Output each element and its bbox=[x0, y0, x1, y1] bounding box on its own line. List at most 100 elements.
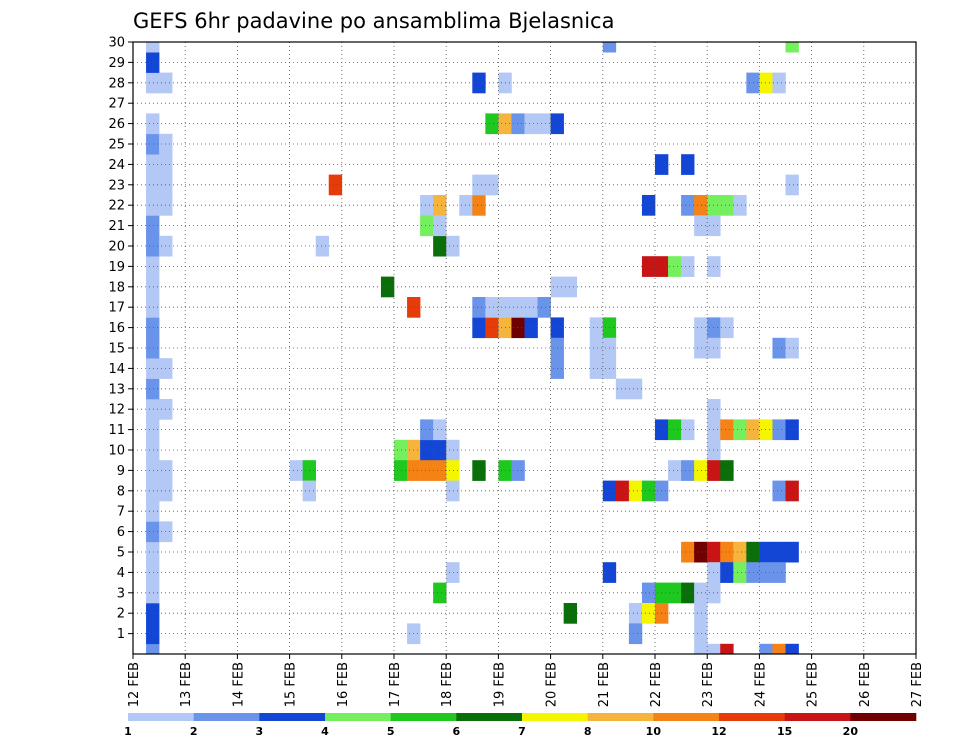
heatmap-cell bbox=[420, 195, 434, 216]
heatmap-cell bbox=[146, 72, 160, 94]
heatmap-cell bbox=[759, 643, 773, 655]
heatmap-cell bbox=[720, 541, 734, 563]
heatmap-cell bbox=[446, 460, 460, 481]
heatmap-cell bbox=[146, 52, 160, 73]
x-axis-ticks: 12 FEB 13 FEB 14 FEB 15 FEB 16 FEB 17 FEB 18 F… bbox=[127, 654, 925, 707]
heatmap-cell bbox=[433, 439, 447, 461]
heatmap-cell bbox=[433, 235, 447, 257]
heatmap-cell bbox=[628, 623, 643, 645]
heatmap-cell bbox=[524, 113, 538, 135]
heatmap-cell bbox=[694, 195, 708, 216]
heatmap-cell bbox=[681, 195, 695, 216]
y-tick-label: 5 bbox=[117, 546, 125, 561]
heatmap-cell bbox=[146, 113, 160, 135]
heatmap-cell bbox=[146, 582, 160, 604]
heatmap-cell bbox=[615, 480, 630, 502]
heatmap-cell bbox=[694, 603, 708, 624]
heatmap-cell bbox=[420, 460, 434, 481]
x-tick-label: 26 FEB bbox=[858, 662, 873, 707]
heatmap-cell bbox=[146, 317, 160, 339]
colorbar-swatch bbox=[522, 713, 588, 721]
heatmap-cell bbox=[433, 215, 447, 237]
heatmap-cell bbox=[146, 42, 160, 53]
heatmap-cell bbox=[707, 643, 721, 655]
heatmap-cell bbox=[146, 337, 160, 359]
y-tick-label: 11 bbox=[108, 423, 125, 438]
heatmap-cell bbox=[681, 541, 695, 563]
x-tick-label: 21 FEB bbox=[597, 662, 612, 707]
heatmap-cell bbox=[694, 337, 708, 359]
heatmap-cell bbox=[694, 460, 708, 481]
y-tick-label: 17 bbox=[108, 301, 125, 316]
heatmap-cell bbox=[146, 154, 160, 175]
heatmap-cell bbox=[772, 562, 786, 583]
heatmap-cell bbox=[720, 460, 734, 481]
y-tick-label: 2 bbox=[117, 607, 125, 622]
heatmap-cell bbox=[433, 419, 447, 441]
y-tick-label: 7 bbox=[117, 505, 125, 520]
heatmap-cell bbox=[485, 113, 499, 135]
heatmap-cell bbox=[589, 337, 604, 359]
heatmap-cell bbox=[537, 297, 551, 318]
heatmap-cell bbox=[146, 419, 160, 441]
heatmap-cell bbox=[733, 562, 747, 583]
heatmap-cell bbox=[146, 439, 160, 461]
heatmap-cell bbox=[772, 643, 786, 655]
colorbar-label: 15 bbox=[777, 725, 792, 738]
colorbar-swatch bbox=[653, 713, 720, 721]
heatmap-cell bbox=[772, 419, 786, 441]
heatmap-cell bbox=[472, 297, 486, 318]
y-tick-label: 20 bbox=[108, 240, 125, 255]
y-tick-label: 22 bbox=[108, 199, 125, 214]
heatmap-cell bbox=[772, 72, 786, 94]
heatmap-cell bbox=[146, 541, 160, 563]
heatmap-cell bbox=[433, 582, 447, 604]
heatmap-cell bbox=[668, 582, 682, 604]
colorbar-swatch bbox=[784, 713, 851, 721]
colorbar-label: 7 bbox=[518, 725, 526, 738]
heatmap-cell bbox=[641, 195, 656, 216]
heatmap-cell bbox=[511, 113, 525, 135]
colorbar-swatch bbox=[719, 713, 785, 721]
heatmap-cell bbox=[146, 256, 160, 277]
colorbar-label: 2 bbox=[190, 725, 198, 738]
colorbar-swatch bbox=[325, 713, 391, 721]
heatmap-cell bbox=[146, 562, 160, 583]
heatmap-cell bbox=[733, 419, 747, 441]
y-tick-label: 4 bbox=[117, 566, 125, 581]
heatmap-cell bbox=[772, 541, 786, 563]
heatmap-cell bbox=[146, 399, 160, 420]
heatmap-cell bbox=[511, 317, 525, 339]
heatmap-cell bbox=[146, 297, 160, 318]
heatmap-cell bbox=[641, 480, 656, 502]
heatmap-cell bbox=[146, 378, 160, 400]
heatmap-cell bbox=[146, 195, 160, 216]
y-tick-label: 1 bbox=[117, 627, 125, 642]
heatmap-cell bbox=[720, 195, 734, 216]
heatmap-cell bbox=[694, 643, 708, 655]
heatmap-cell bbox=[485, 297, 499, 318]
y-tick-label: 16 bbox=[108, 321, 125, 336]
heatmap-cell bbox=[694, 623, 708, 645]
colorbar-label: 5 bbox=[387, 725, 395, 738]
heatmap-cell bbox=[472, 317, 486, 339]
heatmap-cell bbox=[524, 297, 538, 318]
heatmap-cell bbox=[146, 133, 160, 155]
heatmap-cell bbox=[511, 460, 525, 481]
heatmap-cell bbox=[785, 480, 799, 502]
heatmap-cell bbox=[289, 460, 303, 481]
heatmap-cell bbox=[146, 603, 160, 624]
heatmap-cell bbox=[446, 439, 460, 461]
heatmap-cell bbox=[785, 337, 799, 359]
heatmap-cell bbox=[394, 439, 408, 461]
y-tick-label: 9 bbox=[117, 464, 125, 479]
heatmap-cell bbox=[394, 460, 408, 481]
heatmap-cell bbox=[694, 215, 708, 237]
heatmap-cell bbox=[537, 113, 551, 135]
y-tick-label: 19 bbox=[108, 260, 125, 275]
heatmap-cell bbox=[485, 174, 499, 196]
heatmap-cell bbox=[328, 174, 343, 196]
heatmap-cell bbox=[146, 235, 160, 257]
heatmap-cell bbox=[146, 521, 160, 543]
heatmap-cell bbox=[472, 72, 486, 94]
